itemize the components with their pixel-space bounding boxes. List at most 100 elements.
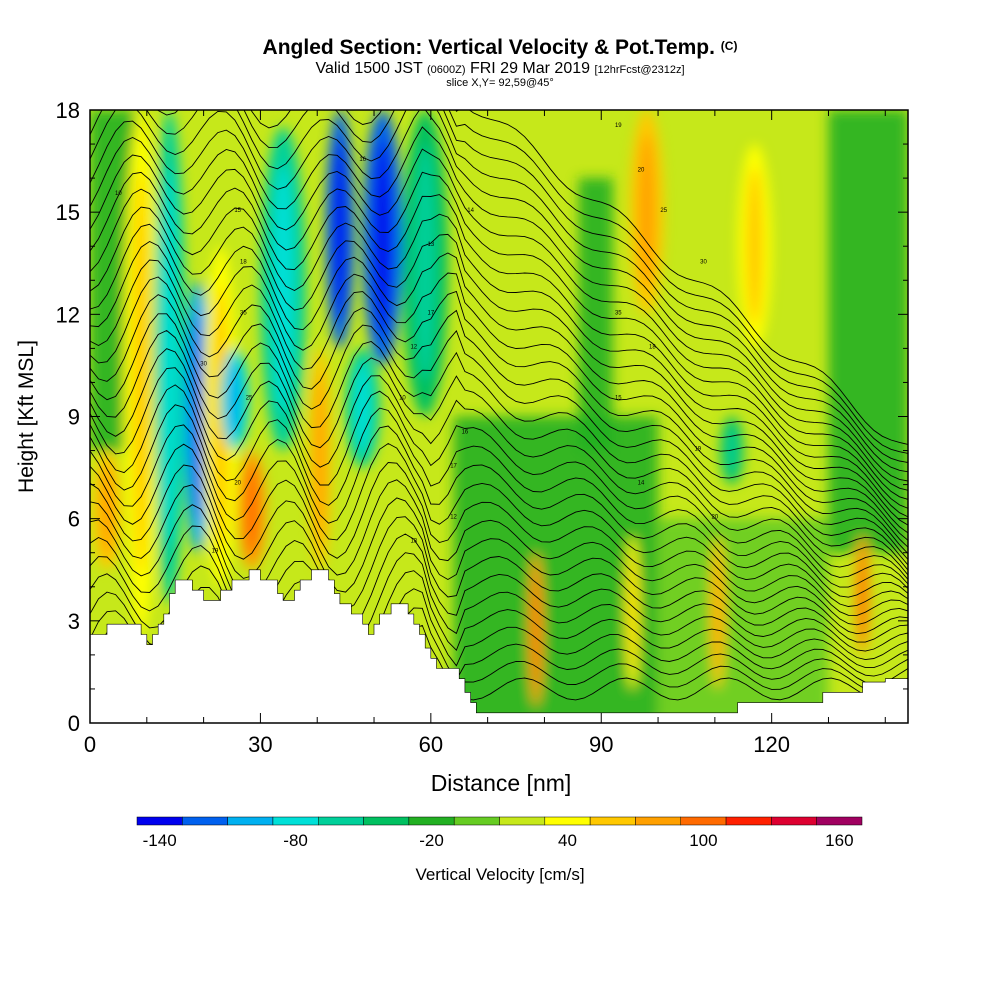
plot-area: 19 20 25 30 35 18 15 10 16 17 12 13 14 19 20 25 30 35 18 15… bbox=[90, 110, 908, 723]
velocity-cell-core bbox=[162, 166, 177, 547]
pot-temp-contour bbox=[90, 136, 908, 500]
pot-temp-contour-label: 13 bbox=[410, 539, 417, 545]
colorbar-tick-label: 160 bbox=[825, 831, 853, 850]
chart-title: Angled Section: Vertical Velocity & Pot.… bbox=[262, 36, 738, 59]
pot-temp-contour-label: 19 bbox=[694, 447, 701, 453]
pot-temp-contour-label: 15 bbox=[615, 395, 622, 401]
velocity-cell-core bbox=[212, 285, 229, 548]
pot-temp-contour bbox=[90, 384, 908, 589]
velocity-cell-core bbox=[228, 360, 242, 439]
pot-temp-contour-label: 13 bbox=[427, 242, 434, 248]
colorbar-swatch bbox=[453, 816, 500, 826]
pot-temp-contour-label: 16 bbox=[359, 157, 366, 163]
pot-temp-contour-label: 25 bbox=[660, 208, 667, 214]
pot-temp-contour bbox=[90, 120, 908, 491]
pot-temp-contour bbox=[90, 329, 908, 576]
pot-temp-contour-label: 16 bbox=[462, 430, 469, 436]
pot-temp-contour bbox=[90, 348, 908, 580]
velocity-cell-core bbox=[639, 133, 655, 291]
colorbar-swatch bbox=[680, 816, 727, 826]
pot-temp-contour bbox=[90, 171, 908, 518]
pot-temp-contour-label: 25 bbox=[246, 395, 253, 401]
colorbar-tick-label: -140 bbox=[143, 831, 177, 850]
y-tick-label: 9 bbox=[68, 405, 80, 430]
pot-temp-contour-label: 18 bbox=[649, 344, 656, 350]
colorbar-tick-label: 100 bbox=[689, 831, 717, 850]
pot-temp-contour bbox=[90, 367, 908, 585]
pot-temp-contour-label: 18 bbox=[240, 259, 247, 265]
colorbar-swatch bbox=[725, 816, 772, 826]
pot-temp-contours bbox=[90, 110, 908, 723]
velocity-cell-core bbox=[133, 170, 149, 574]
x-tick-label: 30 bbox=[248, 732, 272, 757]
pot-temp-contour bbox=[90, 223, 908, 541]
colorbar-swatch bbox=[318, 816, 364, 826]
chart-slice-info: slice X,Y= 92,59@45° bbox=[446, 77, 554, 89]
velocity-cell-core bbox=[333, 137, 347, 321]
pot-temp-contour-label: 20 bbox=[638, 167, 645, 173]
pot-temp-contour bbox=[90, 206, 908, 534]
colorbar-swatch bbox=[272, 816, 319, 826]
x-tick-label: 90 bbox=[589, 732, 613, 757]
pot-temp-contour-label: 14 bbox=[467, 208, 474, 214]
pot-temp-contour bbox=[90, 110, 908, 463]
pot-temp-contour-label: 19 bbox=[615, 123, 622, 129]
colorbar-swatch bbox=[227, 816, 274, 826]
pot-temp-contour bbox=[250, 110, 908, 454]
pot-temp-contour bbox=[90, 110, 908, 482]
pot-temp-contour bbox=[455, 110, 908, 445]
velocity-cell-core bbox=[629, 553, 636, 672]
colorbar-swatch bbox=[363, 816, 410, 826]
velocity-cell-core bbox=[532, 570, 539, 689]
y-tick-label: 6 bbox=[68, 507, 80, 532]
y-tick-label: 3 bbox=[68, 609, 80, 634]
colorbar-swatch bbox=[771, 816, 817, 826]
pot-temp-contour-label: 20 bbox=[712, 515, 719, 521]
pot-temp-contour bbox=[90, 110, 908, 473]
x-axis-label: Distance [nm] bbox=[431, 770, 572, 796]
colorbar-swatch bbox=[544, 816, 591, 826]
velocity-cell-core bbox=[859, 549, 866, 642]
pot-temp-contour bbox=[90, 443, 908, 616]
y-axis-label: Height [Kft MSL] bbox=[15, 340, 38, 493]
pot-temp-contour-label: 20 bbox=[234, 481, 241, 487]
pot-temp-contour bbox=[90, 484, 908, 635]
x-tick-label: 120 bbox=[753, 732, 790, 757]
pot-temp-contour-label: 19 bbox=[212, 549, 219, 555]
pot-temp-contour bbox=[90, 276, 908, 560]
pot-temp-contour-label: 30 bbox=[200, 361, 207, 367]
pot-temp-contour-label: 15 bbox=[234, 208, 241, 214]
velocity-cell-core bbox=[191, 311, 205, 522]
pot-temp-contour bbox=[90, 504, 908, 643]
y-tick-label: 12 bbox=[56, 302, 80, 327]
terrain bbox=[90, 569, 908, 723]
y-tick-label: 15 bbox=[56, 200, 80, 225]
colorbar-swatch bbox=[635, 816, 681, 826]
pot-temp-contour-label: 30 bbox=[700, 259, 707, 265]
pot-temp-contour bbox=[90, 544, 908, 661]
colorbar-swatch bbox=[182, 816, 228, 826]
pot-temp-contour bbox=[90, 525, 908, 652]
pot-temp-contour bbox=[90, 240, 908, 548]
y-tick-label: 18 bbox=[56, 98, 80, 123]
pot-temp-contour bbox=[90, 313, 908, 571]
x-tick-label: 0 bbox=[84, 732, 96, 757]
velocity-band bbox=[658, 518, 829, 723]
pot-temp-contour bbox=[90, 188, 908, 526]
pot-temp-contour bbox=[90, 424, 908, 607]
velocity-cell-core bbox=[746, 167, 763, 325]
pot-temp-contour bbox=[90, 404, 908, 598]
velocity-cell-core bbox=[373, 139, 392, 336]
pot-temp-contour bbox=[90, 154, 908, 509]
colorbar-tick-label: 40 bbox=[558, 831, 577, 850]
pot-temp-contour bbox=[90, 259, 908, 554]
colorbar-label: Vertical Velocity [cm/s] bbox=[415, 865, 584, 884]
colorbar-swatch bbox=[499, 816, 546, 826]
pot-temp-contour-label: 14 bbox=[638, 481, 645, 487]
colorbar-swatch bbox=[408, 816, 455, 826]
y-tick-label: 0 bbox=[68, 711, 80, 736]
pot-temp-contour-label: 35 bbox=[615, 310, 622, 316]
colorbar-swatch bbox=[589, 816, 636, 826]
pot-temp-contour-label: 17 bbox=[427, 310, 434, 316]
pot-temp-contour bbox=[90, 464, 908, 626]
